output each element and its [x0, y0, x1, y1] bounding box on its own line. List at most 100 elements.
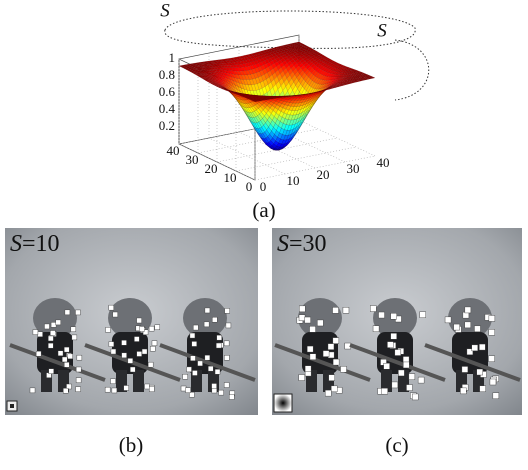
feature-point — [30, 388, 35, 393]
dotted-ellipse — [395, 40, 429, 100]
feature-point — [137, 351, 142, 356]
z-tick-label: 1 — [169, 50, 176, 65]
feature-point — [205, 355, 210, 360]
feature-point — [219, 390, 224, 395]
y-tick-label: 40 — [167, 143, 180, 158]
feature-point — [68, 354, 73, 359]
feature-point — [181, 386, 186, 391]
feature-point — [62, 357, 67, 362]
axis-label: S — [160, 0, 170, 21]
robot-leg — [133, 370, 144, 392]
feature-point — [44, 324, 49, 329]
feature-point — [189, 392, 194, 397]
feature-point — [462, 366, 468, 372]
x-tick-label: 20 — [317, 167, 330, 182]
feature-point — [323, 351, 329, 357]
feature-point — [193, 325, 198, 330]
feature-point — [142, 349, 147, 354]
feature-point — [317, 320, 323, 326]
feature-point — [391, 333, 397, 339]
feature-point — [58, 351, 63, 356]
feature-point — [76, 387, 81, 392]
feature-point — [384, 363, 390, 369]
feature-point — [111, 379, 116, 384]
wall-grid — [299, 120, 375, 156]
label-val: =10 — [22, 231, 60, 257]
feature-point — [403, 362, 409, 368]
feature-point — [460, 388, 466, 394]
z-tick-label: 0.8 — [159, 67, 175, 82]
feature-point — [480, 386, 486, 392]
feature-point — [373, 326, 379, 332]
feature-point — [333, 307, 339, 313]
feature-point — [477, 369, 483, 375]
feature-point — [212, 388, 217, 393]
feature-point — [454, 324, 460, 330]
feature-point — [387, 342, 393, 348]
feature-point — [382, 388, 388, 394]
caption: (a) — [252, 198, 275, 222]
feature-point — [489, 315, 495, 321]
feature-point — [465, 322, 471, 328]
label-var: S — [277, 231, 289, 257]
feature-point — [36, 351, 41, 356]
feature-point — [112, 388, 117, 393]
feature-point — [130, 367, 135, 372]
z-tick-label: 0.2 — [159, 118, 175, 133]
feature-point — [76, 367, 81, 372]
feature-point — [398, 370, 404, 376]
feature-point — [71, 327, 76, 332]
feature-point — [77, 355, 82, 360]
x-tick-label: 40 — [377, 155, 390, 170]
feature-point — [63, 388, 68, 393]
feature-point — [48, 343, 53, 348]
feature-point — [198, 361, 203, 366]
label-val: =30 — [289, 231, 327, 257]
feature-point — [333, 359, 339, 365]
feature-point — [370, 306, 376, 312]
feature-point — [307, 346, 313, 352]
feature-point — [76, 378, 81, 383]
kernel-inset — [274, 394, 292, 412]
feature-point — [145, 384, 150, 389]
panel-label: S=30 — [277, 231, 327, 257]
feature-point — [224, 341, 229, 346]
feature-point — [403, 356, 409, 362]
feature-point — [310, 326, 316, 332]
feature-point — [212, 317, 217, 322]
feature-point — [392, 382, 398, 388]
feature-point — [105, 387, 110, 392]
feature-point — [155, 325, 160, 330]
z-tick-label: 0.4 — [159, 101, 176, 116]
feature-point — [493, 393, 499, 399]
feature-point — [134, 337, 139, 342]
feature-point — [128, 358, 133, 363]
feature-point — [479, 344, 485, 350]
feature-point — [122, 340, 127, 345]
feature-point — [299, 375, 305, 381]
feature-point — [299, 315, 305, 321]
feature-point — [111, 349, 116, 354]
feature-point — [137, 318, 142, 323]
feature-point — [391, 313, 397, 319]
feature-point — [445, 317, 451, 323]
robots — [275, 298, 520, 400]
feature-point — [333, 338, 339, 344]
feature-point — [229, 394, 234, 399]
feature-point — [310, 354, 316, 360]
feature-point — [341, 366, 347, 372]
feature-point — [305, 366, 311, 372]
feature-point — [472, 345, 478, 351]
feature-point — [187, 367, 192, 372]
feature-point — [149, 387, 154, 392]
feature-point — [124, 385, 129, 390]
feature-point — [65, 310, 70, 315]
feature-point — [490, 379, 496, 385]
feature-point — [190, 356, 195, 361]
x-tick-label: 10 — [287, 173, 300, 188]
feature-point — [148, 362, 153, 367]
label-var: S — [10, 231, 22, 257]
panel-b: S=10 (b) — [5, 228, 258, 457]
feature-point — [217, 335, 222, 340]
